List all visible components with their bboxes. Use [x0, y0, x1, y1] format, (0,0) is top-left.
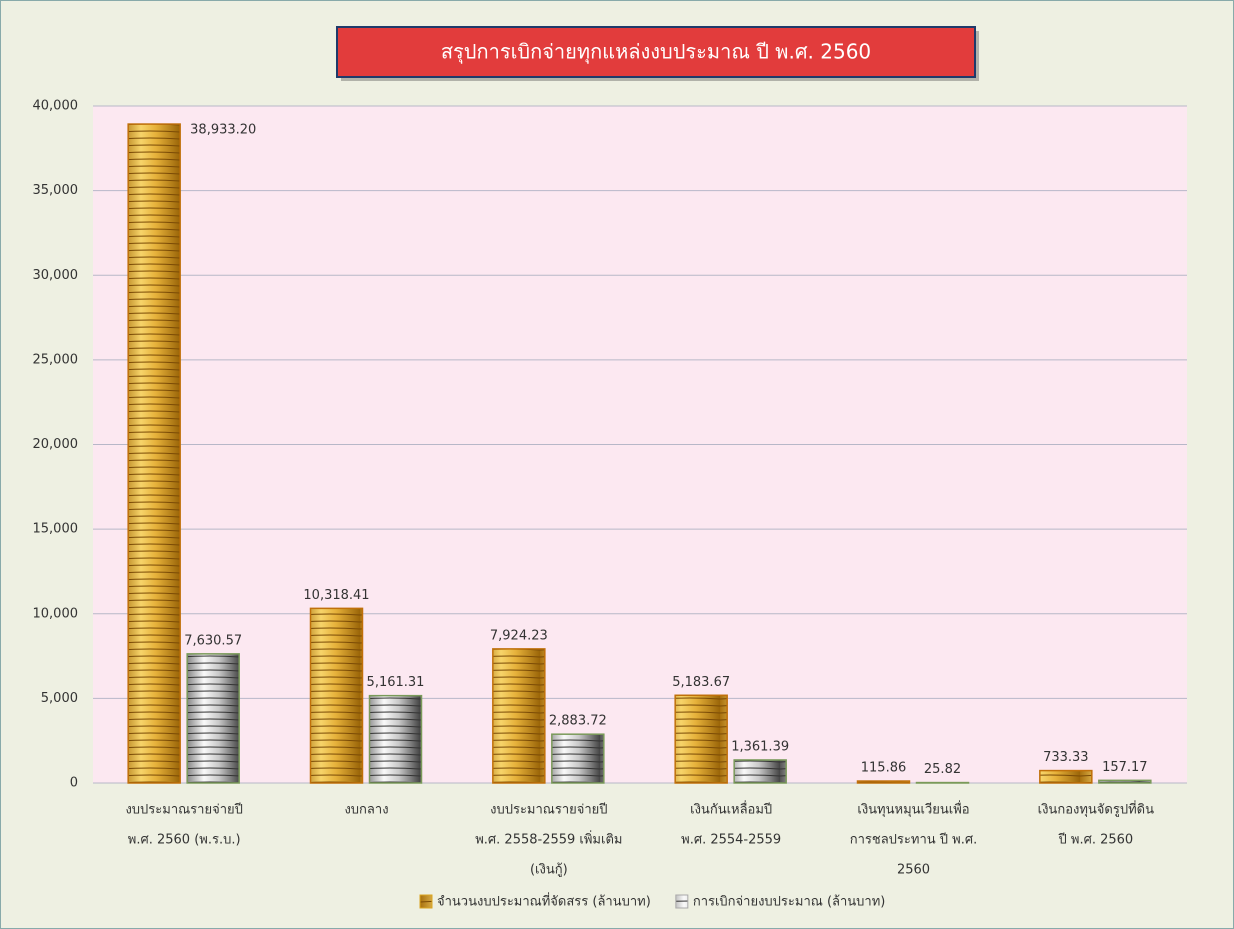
x-tick-label: พ.ศ. 2554-2559: [681, 833, 781, 848]
y-tick-label: 0: [70, 776, 78, 791]
data-label: 7,924.23: [490, 628, 548, 643]
data-label: 10,318.41: [303, 588, 369, 603]
bar: [370, 696, 422, 783]
data-label: 38,933.20: [190, 123, 256, 138]
x-tick-label: งบประมาณรายจ่ายปี: [490, 802, 607, 818]
chart-title: สรุปการเบิกจ่ายทุกแหล่งงบประมาณ ปี พ.ศ. …: [441, 40, 871, 65]
x-tick-label: การชลประทาน ปี พ.ศ.: [850, 832, 978, 848]
data-label: 25.82: [924, 762, 961, 777]
x-tick-label: พ.ศ. 2560 (พ.ร.บ.): [128, 833, 241, 848]
bar: [493, 649, 545, 783]
x-tick-label: งบประมาณรายจ่ายปี: [125, 802, 242, 818]
x-tick-label: 2560: [897, 863, 930, 878]
legend-swatch: [420, 895, 432, 908]
y-tick-label: 15,000: [33, 522, 79, 537]
x-tick-label: พ.ศ. 2558-2559 เพิ่มเติม: [475, 831, 622, 848]
y-tick-label: 25,000: [33, 352, 79, 367]
data-label: 115.86: [861, 761, 907, 776]
data-label: 7,630.57: [184, 633, 242, 648]
legend-label: การเบิกจ่ายงบประมาณ (ล้านบาท): [693, 895, 886, 910]
x-tick-label: (เงินกู้): [530, 863, 568, 878]
x-tick-label: เงินกองทุนจัดรูปที่ดิน: [1038, 801, 1154, 818]
data-label: 5,161.31: [367, 675, 425, 690]
data-label: 157.17: [1102, 760, 1148, 775]
bar: [734, 760, 786, 783]
bar: [675, 695, 727, 783]
data-label: 1,361.39: [731, 739, 789, 754]
chart: สรุปการเบิกจ่ายทุกแหล่งงบประมาณ ปี พ.ศ. …: [0, 0, 1234, 929]
bar: [858, 781, 910, 783]
y-tick-label: 10,000: [33, 606, 79, 621]
bar: [1040, 771, 1092, 783]
bar: [128, 124, 180, 783]
y-tick-label: 5,000: [41, 691, 78, 706]
y-tick-label: 20,000: [33, 437, 79, 452]
data-label: 733.33: [1043, 750, 1089, 765]
y-tick-label: 30,000: [33, 268, 79, 283]
y-tick-label: 40,000: [33, 99, 79, 114]
x-tick-label: งบกลาง: [344, 803, 388, 818]
x-tick-label: ปี พ.ศ. 2560: [1057, 832, 1133, 848]
y-tick-label: 35,000: [33, 183, 79, 198]
data-label: 2,883.72: [549, 714, 607, 729]
x-tick-label: เงินกันเหลื่อมปี: [690, 801, 772, 818]
bar: [552, 734, 604, 783]
data-label: 5,183.67: [672, 675, 730, 690]
bar: [187, 654, 239, 783]
bar: [1099, 780, 1151, 783]
legend-swatch: [676, 895, 688, 908]
x-tick-label: เงินทุนหมุนเวียนเพื่อ: [857, 801, 969, 818]
bar: [311, 608, 363, 783]
legend-label: จำนวนงบประมาณที่จัดสรร (ล้านบาท): [437, 893, 651, 910]
